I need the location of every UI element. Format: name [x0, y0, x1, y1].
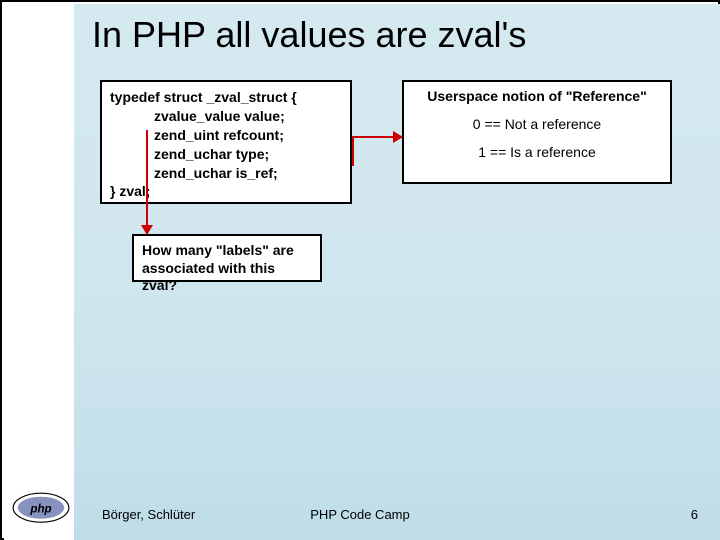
code-line-1: typedef struct _zval_struct { — [110, 88, 342, 107]
svg-text:php: php — [29, 502, 51, 515]
arrow-isref-horizontal — [352, 136, 402, 138]
php-logo-icon: php — [12, 492, 70, 524]
reference-explainer-box: Userspace notion of "Reference" 0 == Not… — [402, 80, 672, 184]
footer-page-number: 6 — [691, 507, 698, 522]
code-line-4: zend_uchar type; — [110, 145, 342, 164]
sidebar-whitespace — [4, 4, 74, 540]
code-line-2: zvalue_value value; — [110, 107, 342, 126]
arrow-refcount-to-label — [146, 130, 148, 234]
label-box-line-2: associated with this zval? — [142, 260, 312, 295]
arrow-isref-vertical — [352, 136, 354, 166]
slide-title: In PHP all values are zval's — [92, 14, 526, 56]
code-line-3: zend_uint refcount; — [110, 126, 342, 145]
footer-title: PHP Code Camp — [310, 507, 409, 522]
ref-box-line-a: 0 == Not a reference — [412, 116, 662, 132]
code-struct-box: typedef struct _zval_struct { zvalue_val… — [100, 80, 352, 204]
refcount-explainer-box: How many "labels" are associated with th… — [132, 234, 322, 282]
ref-box-line-b: 1 == Is a reference — [412, 144, 662, 160]
code-line-6: } zval; — [110, 182, 342, 201]
label-box-line-1: How many "labels" are — [142, 242, 312, 260]
ref-box-title: Userspace notion of "Reference" — [412, 88, 662, 104]
slide-frame: In PHP all values are zval's typedef str… — [0, 0, 720, 540]
footer-authors: Börger, Schlüter — [102, 507, 195, 522]
code-line-5: zend_uchar is_ref; — [110, 164, 342, 183]
